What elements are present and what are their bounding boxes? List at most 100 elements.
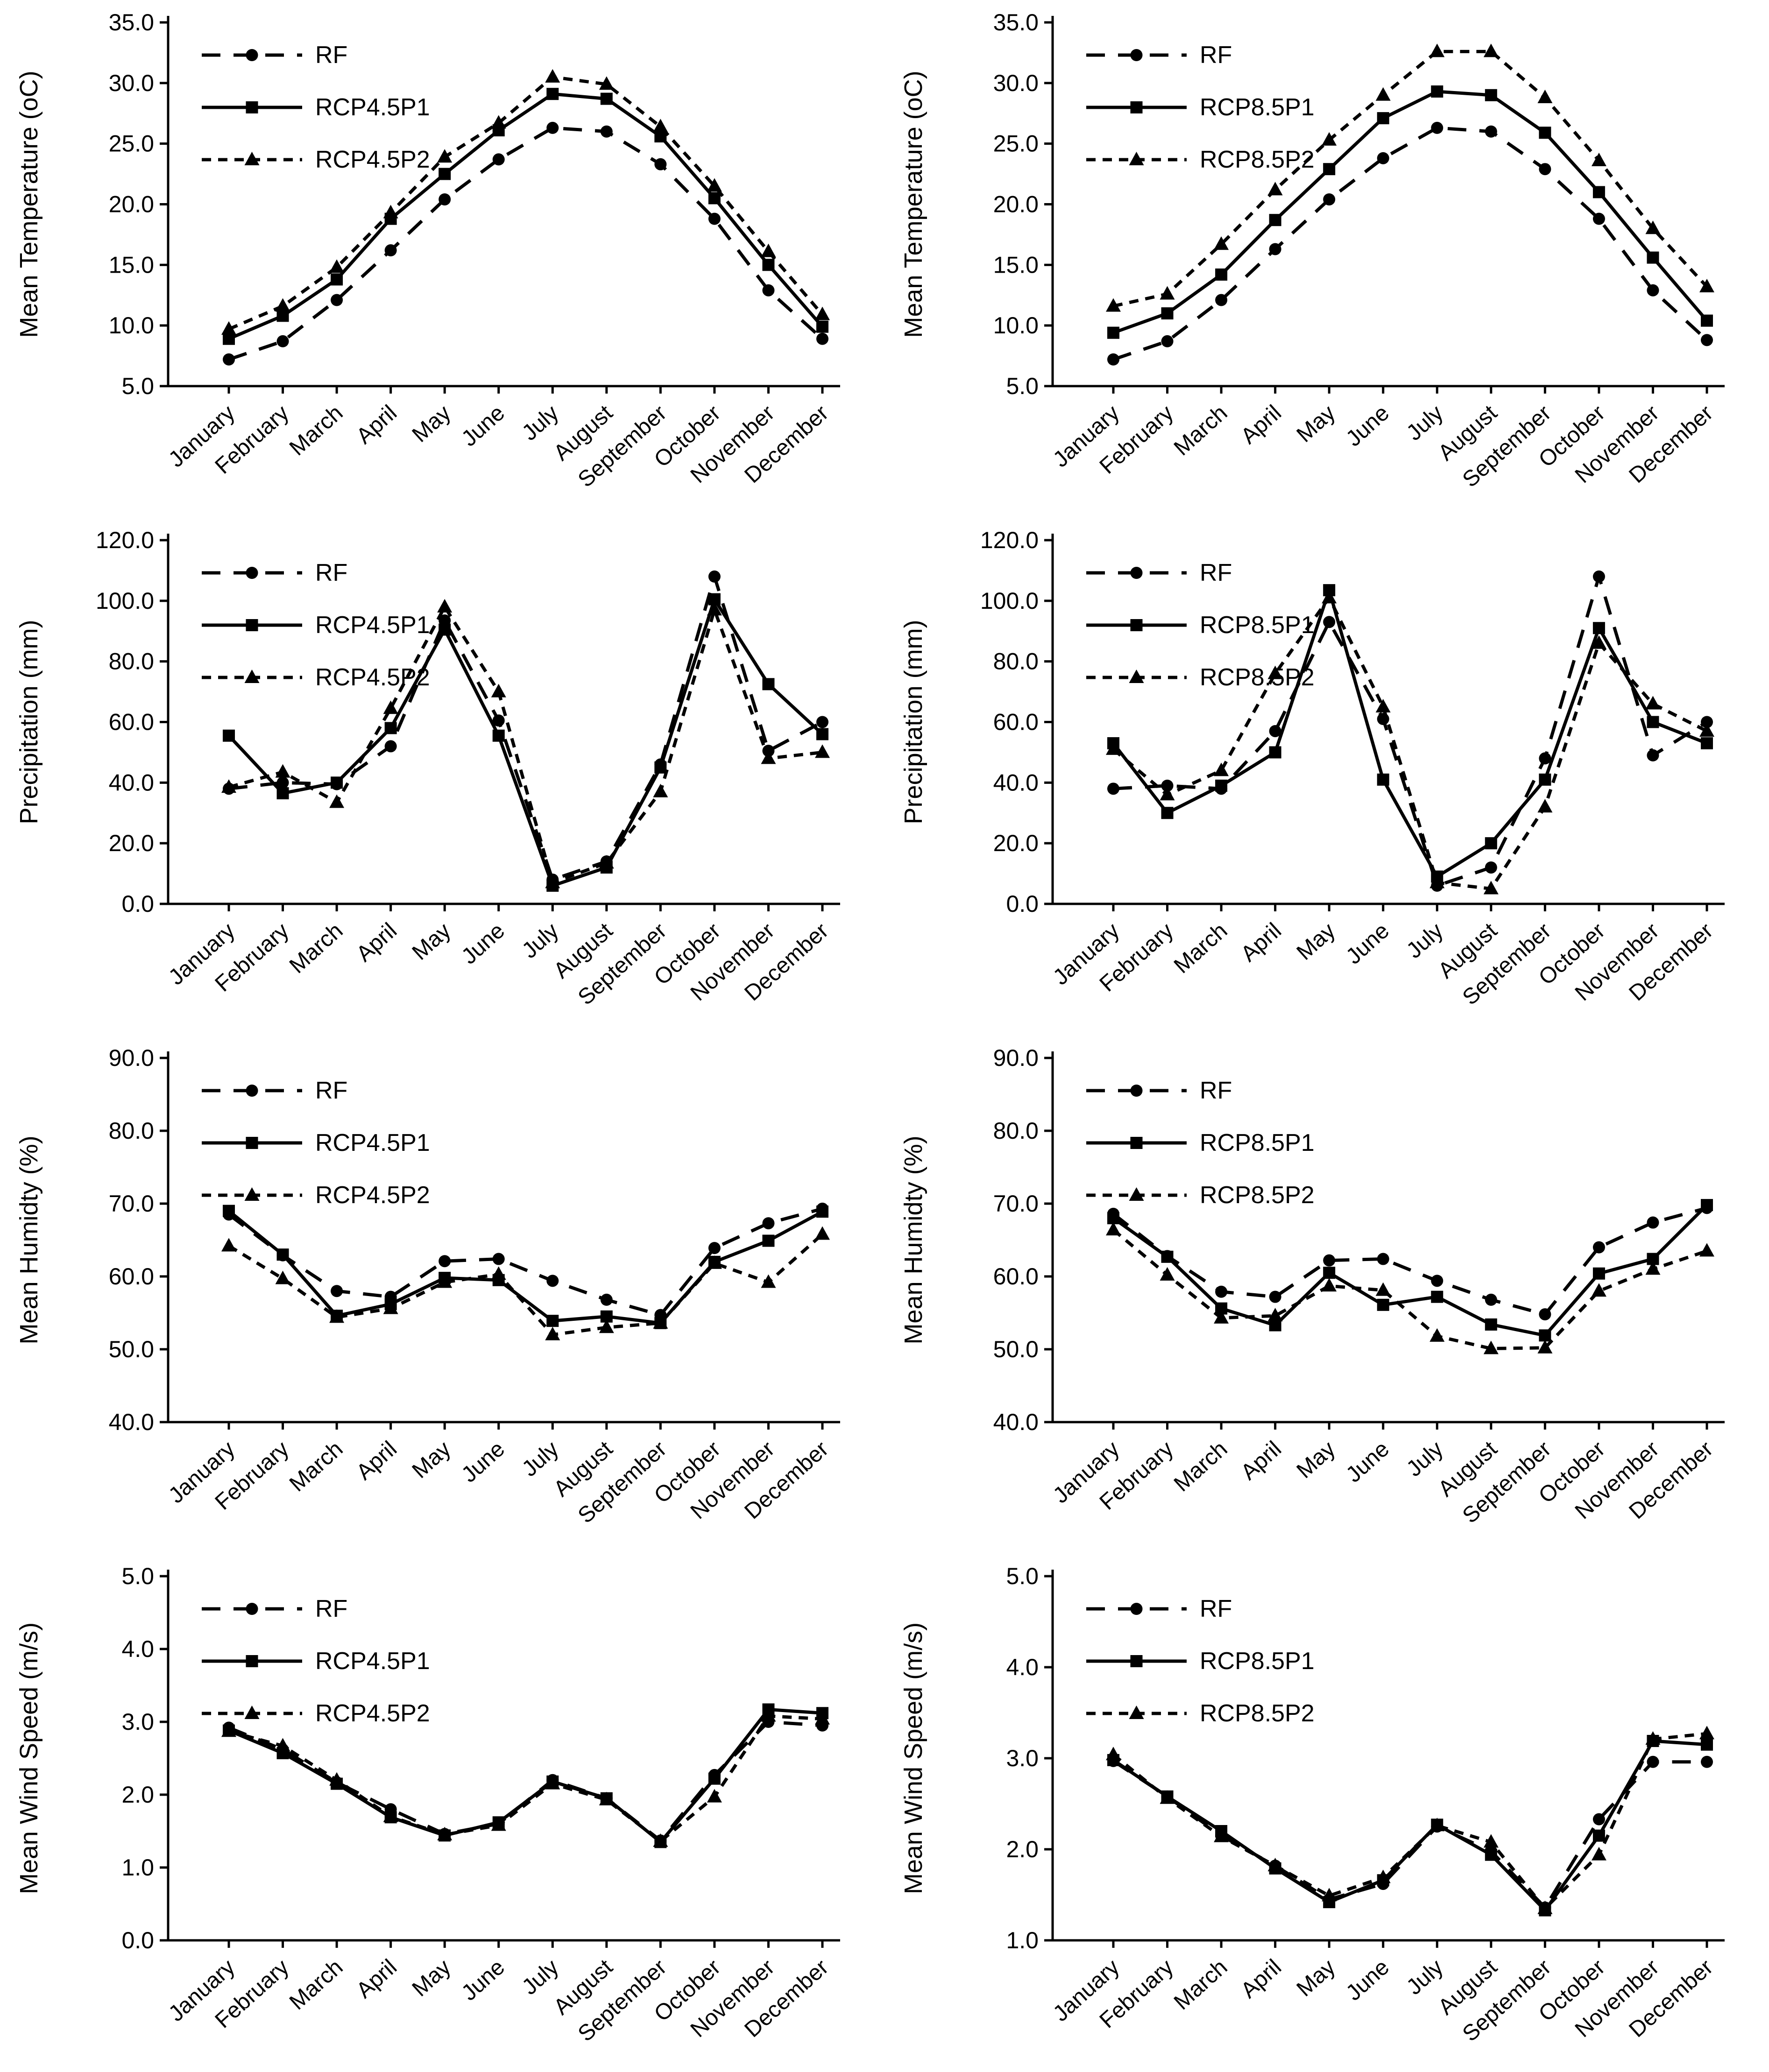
data-point-RF bbox=[1701, 716, 1713, 728]
data-point-RCP4.5P2 bbox=[815, 306, 830, 320]
chart-precipitation-rcp45: 0.0 20.0 40.0 60.0 80.0 100.0 120.0 January Febr… bbox=[0, 518, 884, 1036]
data-point-RCP4.5P2 bbox=[491, 1266, 506, 1280]
series-line-RF bbox=[228, 126, 824, 361]
data-point-RCP4.5P2 bbox=[761, 1708, 776, 1722]
data-point-RCP8.5P2 bbox=[1322, 1888, 1337, 1902]
data-point-RCP4.5P2 bbox=[815, 744, 830, 758]
data-point-RCP8.5P2 bbox=[1483, 43, 1499, 57]
x-tick-label: March bbox=[285, 918, 348, 979]
data-point-RCP8.5P2 bbox=[1537, 799, 1553, 813]
data-point-RF bbox=[1701, 334, 1713, 346]
legend-marker-RCP4.5P2 bbox=[244, 1187, 260, 1201]
chart-precipitation-rcp85: 0.0 20.0 40.0 60.0 80.0 100.0 120.0 January Febr… bbox=[884, 518, 1769, 1036]
legend-label: RF bbox=[1200, 1077, 1232, 1104]
y-tick-label: 1.0 bbox=[121, 1854, 154, 1881]
x-tick-label: July bbox=[1402, 401, 1448, 446]
data-point-RCP8.5P2 bbox=[1591, 1846, 1606, 1861]
y-tick-label: 25.0 bbox=[993, 131, 1039, 157]
y-axis-title: Precipitation (mm) bbox=[899, 620, 927, 824]
data-point-RCP8.5P2 bbox=[1375, 699, 1391, 713]
data-point-RCP8.5P1 bbox=[1701, 737, 1713, 749]
x-tick-label: June bbox=[457, 918, 509, 969]
data-point-RCP8.5P2 bbox=[1699, 723, 1714, 737]
y-tick-label: 35.0 bbox=[993, 9, 1039, 35]
data-point-RCP8.5P1 bbox=[1377, 773, 1389, 786]
legend: RF RCP4.5P1 RCP4.5P2 bbox=[202, 42, 430, 173]
data-point-RCP8.5P2 bbox=[1537, 89, 1553, 103]
data-point-RCP4.5P2 bbox=[491, 1817, 506, 1831]
y-tick-label: 80.0 bbox=[993, 648, 1039, 675]
data-point-RCP4.5P1 bbox=[600, 92, 613, 105]
data-point-RCP4.5P1 bbox=[384, 722, 397, 734]
data-point-RCP4.5P2 bbox=[275, 1270, 290, 1284]
x-tick-label: March bbox=[285, 401, 348, 461]
chart-mean-humidity-rcp45: 40.0 50.0 60.0 70.0 80.0 90.0 January February M… bbox=[0, 1036, 884, 1554]
y-tick-label: 5.0 bbox=[121, 373, 154, 399]
y-tick-label: 5.0 bbox=[1006, 1563, 1039, 1589]
data-point-RCP8.5P2 bbox=[1429, 874, 1445, 888]
y-axis-title: Mean Humidty (%) bbox=[899, 1135, 927, 1344]
legend-marker-RCP4.5P1 bbox=[246, 619, 258, 631]
data-point-RCP8.5P1 bbox=[1592, 186, 1605, 198]
data-point-RF bbox=[1323, 616, 1336, 628]
x-tick-label: May bbox=[408, 1955, 456, 2002]
data-point-RCP8.5P2 bbox=[1322, 1278, 1337, 1292]
y-tick-label: 40.0 bbox=[109, 769, 154, 796]
data-point-RCP4.5P1 bbox=[762, 678, 775, 691]
x-tick-label: June bbox=[1341, 1437, 1394, 1487]
data-point-RCP4.5P1 bbox=[276, 310, 289, 322]
legend-label: RCP4.5P2 bbox=[315, 1182, 430, 1209]
legend-marker-RF bbox=[1130, 567, 1143, 579]
y-tick-label: 70.0 bbox=[993, 1191, 1039, 1217]
data-point-RCP4.5P2 bbox=[599, 1791, 614, 1805]
data-point-RCP4.5P2 bbox=[275, 1738, 290, 1752]
data-point-RF bbox=[439, 193, 451, 206]
data-point-RCP4.5P1 bbox=[654, 761, 667, 774]
y-tick-label: 25.0 bbox=[109, 131, 154, 157]
data-point-RCP4.5P2 bbox=[599, 855, 614, 869]
data-point-RF bbox=[492, 714, 505, 727]
data-point-RF bbox=[1269, 243, 1281, 255]
data-point-RCP4.5P2 bbox=[329, 1772, 345, 1786]
data-point-RCP4.5P2 bbox=[761, 243, 776, 257]
data-point-RCP8.5P2 bbox=[1214, 236, 1229, 250]
data-point-RCP4.5P2 bbox=[383, 204, 398, 218]
y-tick-label: 40.0 bbox=[109, 1409, 154, 1435]
data-point-RCP8.5P2 bbox=[1160, 1267, 1175, 1281]
data-point-RCP4.5P2 bbox=[707, 602, 722, 616]
data-point-RCP4.5P1 bbox=[708, 1772, 721, 1785]
series-line-RF bbox=[1112, 1759, 1707, 1910]
x-tick-label: June bbox=[1341, 918, 1394, 969]
data-point-RCP4.5P1 bbox=[816, 320, 828, 333]
data-point-RF bbox=[492, 153, 505, 166]
data-point-RF bbox=[1485, 1293, 1497, 1306]
y-tick-label: 15.0 bbox=[109, 252, 154, 278]
y-tick-label: 100.0 bbox=[96, 588, 154, 614]
y-tick-label: 60.0 bbox=[993, 709, 1039, 735]
y-tick-label: 60.0 bbox=[109, 1263, 154, 1290]
data-point-RCP4.5P1 bbox=[223, 1205, 235, 1217]
x-tick-label: May bbox=[408, 918, 456, 965]
data-point-RCP8.5P2 bbox=[1699, 1726, 1714, 1740]
data-point-RF bbox=[1592, 1241, 1605, 1254]
chart-mean-temperature-rcp85: 5.0 10.0 15.0 20.0 25.0 30.0 35.0 January Februa… bbox=[884, 0, 1769, 518]
x-tick-label: April bbox=[1236, 1437, 1286, 1485]
y-tick-label: 4.0 bbox=[1006, 1654, 1039, 1680]
series-line-RCP4.5P2 bbox=[228, 1233, 824, 1337]
data-point-RCP8.5P2 bbox=[1106, 1747, 1121, 1761]
data-point-RCP4.5P1 bbox=[439, 168, 451, 180]
data-point-RF bbox=[1377, 713, 1389, 726]
data-point-RCP4.5P2 bbox=[221, 1723, 236, 1737]
legend-marker-RCP4.5P1 bbox=[246, 1655, 258, 1667]
legend-marker-RCP8.5P2 bbox=[1129, 1187, 1144, 1201]
data-point-RCP8.5P2 bbox=[1267, 665, 1283, 679]
x-tick-label: March bbox=[1169, 918, 1232, 979]
data-point-RCP8.5P2 bbox=[1645, 696, 1661, 710]
series-line-RCP4.5P2 bbox=[228, 603, 823, 885]
series-line-RF bbox=[1112, 126, 1708, 361]
data-point-RCP8.5P1 bbox=[1701, 1738, 1713, 1751]
data-point-RF bbox=[762, 284, 775, 296]
data-point-RCP4.5P2 bbox=[545, 69, 560, 83]
x-tick-label: April bbox=[352, 1437, 402, 1485]
legend-marker-RCP8.5P1 bbox=[1130, 1137, 1143, 1149]
